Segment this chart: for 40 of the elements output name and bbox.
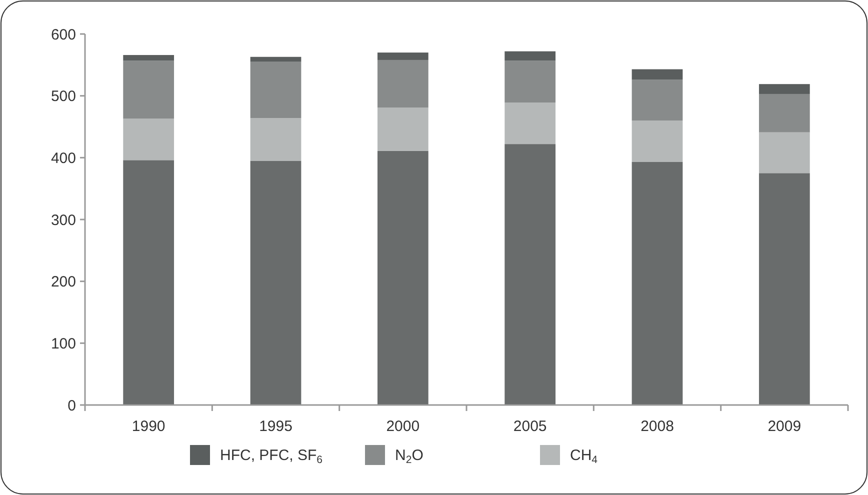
y-tick-label: 200 xyxy=(50,274,76,291)
legend-label: CH$_{4}$ xyxy=(570,447,598,466)
y-tick-label: 300 xyxy=(50,212,76,229)
bar xyxy=(377,52,428,60)
bar xyxy=(504,60,556,103)
y-tick-label: 500 xyxy=(50,88,76,106)
y-tick-label: 600 xyxy=(50,26,76,44)
bar xyxy=(758,84,810,94)
bar xyxy=(632,80,683,121)
x-tick-label: 1990 xyxy=(132,418,166,435)
bar xyxy=(377,150,428,405)
y-tick-label: 400 xyxy=(50,150,76,167)
bar xyxy=(250,62,302,118)
bar xyxy=(504,144,556,405)
bar xyxy=(123,55,174,61)
bar xyxy=(123,60,174,119)
bar xyxy=(632,162,683,405)
bar xyxy=(250,118,302,161)
bar xyxy=(377,60,428,108)
bar xyxy=(758,94,810,132)
x-tick-label: 2000 xyxy=(386,418,420,435)
bar xyxy=(123,160,174,405)
bar xyxy=(123,118,174,160)
bar xyxy=(632,69,683,80)
bar xyxy=(504,51,556,61)
x-tick-label: 2005 xyxy=(513,418,547,435)
bar xyxy=(758,173,810,405)
bar xyxy=(377,108,428,151)
x-tick-label: 2009 xyxy=(768,418,802,435)
bar xyxy=(250,56,302,62)
x-tick-label: 2008 xyxy=(640,418,674,435)
y-tick-label: 0 xyxy=(68,397,76,414)
y-tick-label: 100 xyxy=(50,335,76,352)
legend-label: HFC, PFC, SF$_{6}$ xyxy=(220,447,323,466)
bar xyxy=(758,132,810,174)
x-tick-label: 1995 xyxy=(259,418,292,435)
bar xyxy=(250,160,302,405)
legend-label: N$_{2}$O xyxy=(395,447,424,466)
bar xyxy=(504,102,556,144)
bar xyxy=(632,120,683,162)
